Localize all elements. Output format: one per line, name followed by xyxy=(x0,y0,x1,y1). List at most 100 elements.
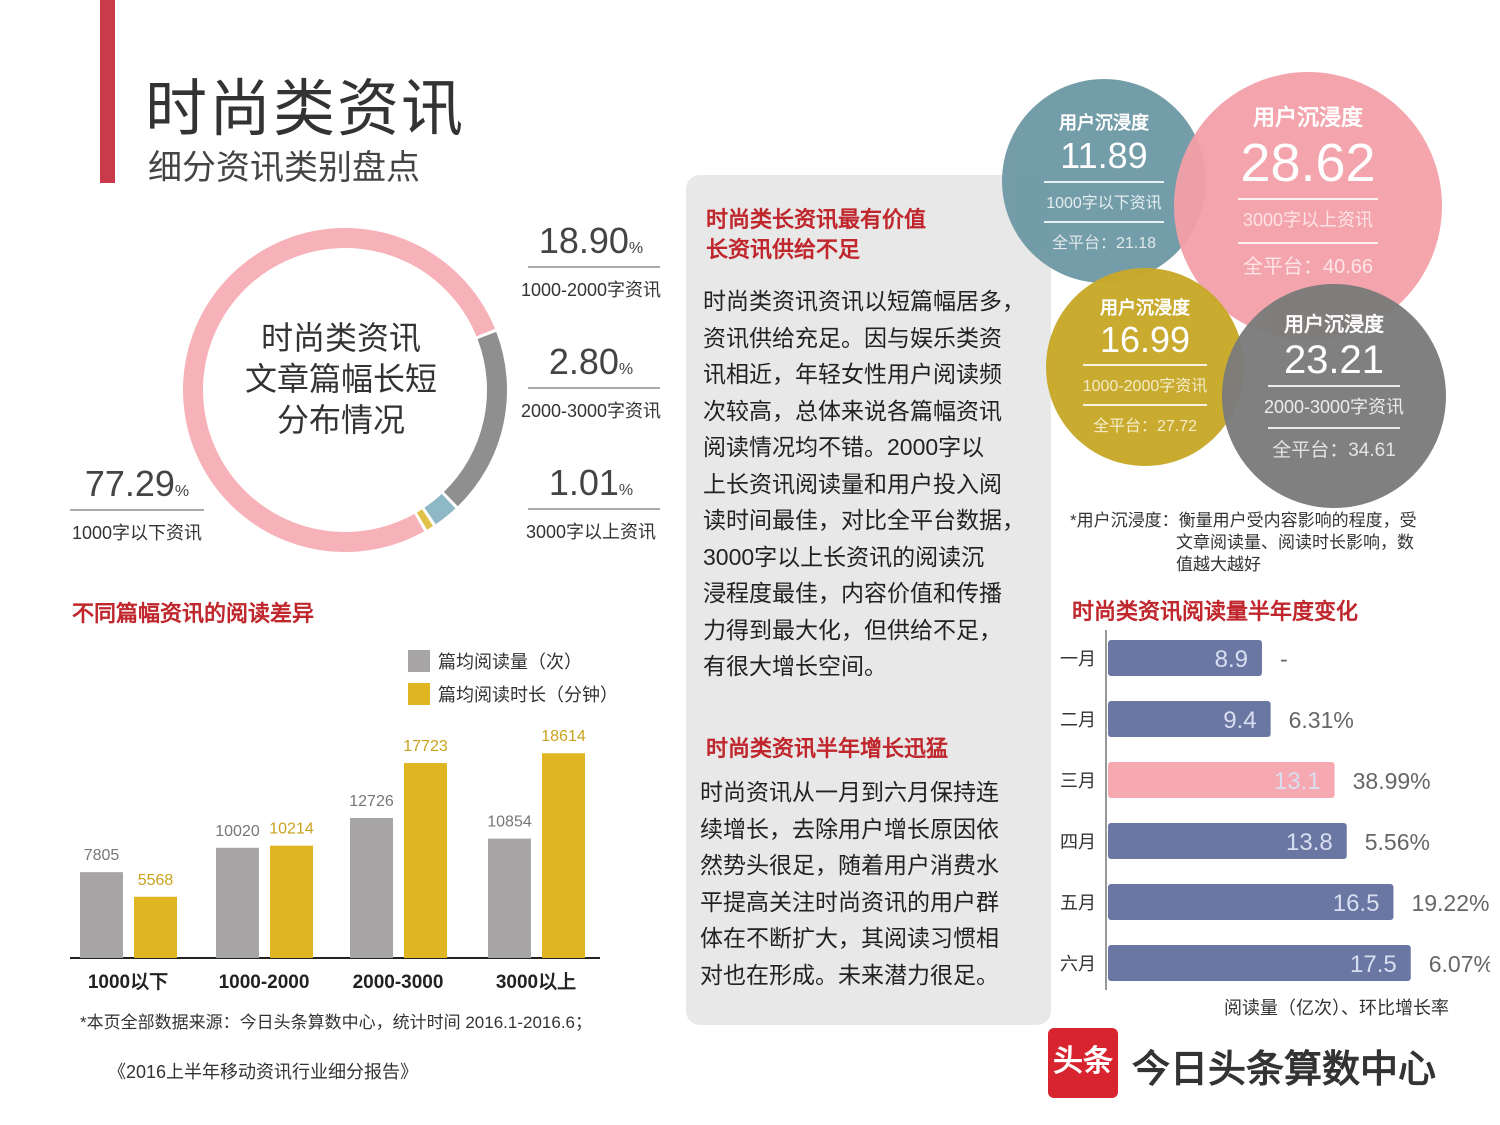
para-line: 平提高关注时尚资讯的用户群 xyxy=(700,888,999,915)
divider xyxy=(528,266,660,268)
month-label: 四月 xyxy=(1060,832,1096,852)
circle-sub: 3000字以上资讯 xyxy=(1242,210,1374,230)
panel-heading-2: 时尚类资讯半年增长迅猛 xyxy=(706,736,949,761)
immersion-circle-1000-below: 用户沉浸度 11.89 1000字以下资讯 全平台：21.18 xyxy=(1002,79,1206,283)
growth-rate-label: 5.56% xyxy=(1365,829,1430,855)
growth-rate-label: - xyxy=(1280,646,1288,672)
bar-value-label: 18614 xyxy=(541,728,586,745)
monthly-title: 时尚类资讯阅读量半年度变化 xyxy=(1072,599,1359,624)
accent-bar xyxy=(100,0,115,183)
divider xyxy=(1238,242,1378,244)
para-line: 浸程度最佳，内容价值和传播 xyxy=(703,580,1002,606)
divider xyxy=(1083,404,1207,406)
circle-head: 用户沉浸度 xyxy=(1100,298,1190,318)
legend-swatch-views xyxy=(408,650,430,672)
circle-sub: 1000-2000字资讯 xyxy=(1082,378,1208,395)
circle-head: 用户沉浸度 xyxy=(1284,314,1384,336)
donut-label-2000-3000: 2.80% 2000-3000字资讯 xyxy=(512,341,670,423)
month-value-label: 13.8 xyxy=(1286,829,1333,856)
toutiao-logo: 头条 xyxy=(1048,1028,1118,1098)
bar xyxy=(134,896,177,958)
month-label: 五月 xyxy=(1060,893,1096,913)
month-label: 三月 xyxy=(1060,771,1096,791)
bar-value-label: 10214 xyxy=(269,821,314,838)
page-subtitle: 细分资讯类别盘点 xyxy=(148,149,420,187)
bar xyxy=(542,753,585,958)
category-label: 1000以下 xyxy=(88,971,168,993)
growth-rate-label: 6.07% xyxy=(1429,951,1490,977)
page-title: 时尚类资讯 xyxy=(145,75,466,144)
category-label: 3000以上 xyxy=(496,971,576,993)
immersion-circle-2000-3000: 用户沉浸度 23.21 2000-3000字资讯 全平台：34.61 xyxy=(1222,284,1446,508)
donut-center-line: 时尚类资讯 xyxy=(260,320,421,356)
monthly-axis-note: 阅读量（亿次）、环比增长率 xyxy=(1224,998,1449,1018)
bar-legend: 篇均阅读量（次） 篇均阅读时长（分钟） xyxy=(408,648,618,707)
length-distribution-donut xyxy=(183,228,507,552)
month-value-label: 9.4 xyxy=(1223,707,1256,734)
month-bar xyxy=(1108,640,1262,676)
para-line: 有很大增长空间。 xyxy=(703,653,887,679)
donut-center-label: 时尚类资讯 文章篇幅长短 分布情况 xyxy=(230,318,452,441)
donut-label-3000-above: 1.01% 3000字以上资讯 xyxy=(512,462,670,544)
divider xyxy=(70,509,204,511)
circle-sub: 1000字以下资讯 xyxy=(1046,195,1162,212)
donut-center-line: 文章篇幅长短 xyxy=(244,361,437,397)
divider xyxy=(1044,181,1164,183)
category-label: 2000-3000 xyxy=(353,972,444,993)
footnote-line: 文章阅读量、阅读时长影响，数 xyxy=(1176,533,1414,552)
donut-center-line: 分布情况 xyxy=(276,402,405,438)
legend-item: 篇均阅读量（次） xyxy=(408,648,618,674)
pct-label: 1000-2000字资讯 xyxy=(520,280,662,300)
divider xyxy=(1238,198,1378,200)
para-line: 对也在形成。未来潜力很足。 xyxy=(700,961,999,988)
divider xyxy=(1268,385,1400,387)
donut-slice xyxy=(416,509,434,530)
month-bar xyxy=(1108,945,1411,981)
growth-rate-label: 19.22% xyxy=(1411,890,1489,916)
month-value-label: 13.1 xyxy=(1274,768,1321,795)
legend-label: 篇均阅读量（次） xyxy=(438,652,582,672)
bar xyxy=(404,763,447,958)
month-bar xyxy=(1108,823,1347,859)
pct-value: 18.90% xyxy=(538,220,644,261)
para-line: 体在不断扩大，其阅读习惯相 xyxy=(700,925,999,951)
month-value-label: 16.5 xyxy=(1333,890,1380,917)
month-label: 六月 xyxy=(1060,954,1096,974)
bar-value-label: 10854 xyxy=(487,814,532,831)
bar-value-label: 5568 xyxy=(138,872,174,889)
bar-value-label: 7805 xyxy=(84,847,120,864)
data-source-note: *本页全部数据来源：今日头条算数中心，统计时间 2016.1-2016.6； xyxy=(80,1013,592,1032)
pct-value: 1.01% xyxy=(548,462,634,503)
bar xyxy=(350,818,393,958)
bar xyxy=(80,872,123,958)
para-line: 3000字以上长资讯的阅读沉 xyxy=(703,543,985,570)
circle-value: 11.89 xyxy=(1060,135,1148,176)
para-line: 续增长，去除用户增长原因依 xyxy=(700,815,999,842)
pct-label: 3000字以上资讯 xyxy=(525,522,657,542)
donut-label-1000-2000: 18.90% 1000-2000字资讯 xyxy=(512,220,670,302)
text-panel xyxy=(686,175,1051,1025)
panel-paragraph-2: 时尚资讯从一月到六月保持连 续增长，去除用户增长原因依 然势头很足，随着用户消费… xyxy=(700,774,1045,993)
growth-rate-label: 6.31% xyxy=(1289,707,1354,733)
para-line: 时尚资讯从一月到六月保持连 xyxy=(700,779,999,805)
para-line: 讯相近，年轻女性用户阅读频 xyxy=(703,361,1002,387)
legend-swatch-duration xyxy=(408,683,430,705)
pct-value: 2.80% xyxy=(548,341,634,382)
donut-slice xyxy=(443,331,507,507)
divider xyxy=(1083,364,1207,366)
circle-platform: 全平台：40.66 xyxy=(1242,256,1374,278)
immersion-circle-1000-2000: 用户沉浸度 16.99 1000-2000字资讯 全平台：27.72 xyxy=(1046,268,1244,466)
para-line: 资讯供给充足。因与娱乐类资 xyxy=(703,324,1002,351)
month-label: 二月 xyxy=(1060,710,1096,730)
growth-rate-label: 38.99% xyxy=(1353,768,1431,794)
pct-label: 1000字以下资讯 xyxy=(71,523,203,543)
bar xyxy=(216,847,259,958)
pct-label: 2000-3000字资讯 xyxy=(520,401,662,421)
category-label: 1000-2000 xyxy=(219,972,310,993)
bar-value-label: 10020 xyxy=(215,823,260,840)
legend-label: 篇均阅读时长（分钟） xyxy=(438,685,618,705)
pct-value: 77.29% xyxy=(84,463,190,504)
reading-diff-bar-chart: 7805 5568 1000以下 10020 10214 1000-2000 12726 17… xyxy=(70,728,600,993)
month-bar xyxy=(1108,762,1335,798)
donut-slice xyxy=(183,228,496,552)
